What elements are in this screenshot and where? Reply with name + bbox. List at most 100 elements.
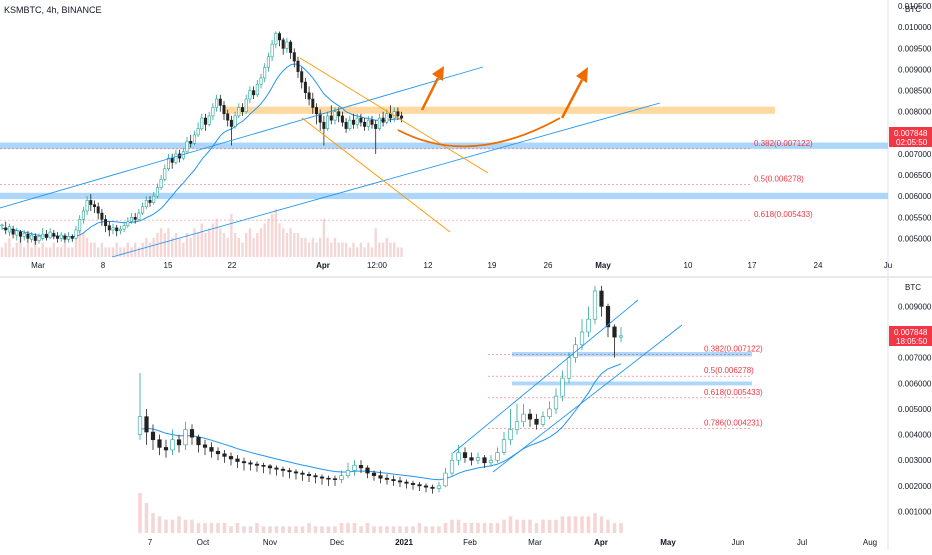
top-candle	[318, 113, 322, 123]
top-candle	[263, 67, 267, 79]
top-x-tick-label: 17	[748, 261, 757, 270]
top-candle	[374, 124, 378, 129]
top-candle	[274, 33, 278, 45]
top-y-tick-label: 0.010500	[898, 2, 932, 11]
bottom-volume-bar	[190, 519, 194, 533]
bottom-volume-bar	[560, 516, 565, 533]
bottom-candle	[423, 485, 429, 488]
top-trendline-lower	[111, 102, 661, 258]
top-y-tick-label: 0.009500	[898, 44, 932, 53]
bottom-volume-bar	[606, 519, 610, 533]
top-volume-bar	[37, 247, 41, 257]
bottom-y-tick-label: 0.006000	[898, 379, 932, 388]
bottom-volume-bar	[274, 526, 279, 533]
top-candle	[311, 98, 315, 108]
top-panel[interactable]: 0.382(0.007122) 0.5(0.006278) 0.618(0.0054…	[0, 2, 932, 270]
bottom-candle	[274, 467, 279, 470]
bottom-candle	[326, 477, 331, 480]
top-volume-bar	[319, 237, 322, 257]
bottom-volume-bar	[183, 519, 188, 533]
top-candle	[400, 115, 404, 119]
top-candle	[200, 117, 204, 129]
bottom-volume-bar	[567, 516, 571, 533]
top-candle	[174, 153, 178, 163]
top-candle	[285, 41, 289, 49]
top-annotations	[0, 57, 661, 258]
top-volume-bar	[300, 237, 303, 257]
bottom-volume-bar	[216, 523, 220, 533]
top-volume-bar	[259, 228, 263, 257]
top-candle	[63, 235, 67, 240]
bottom-volume-bar	[391, 526, 396, 533]
top-volume-bar	[307, 242, 311, 257]
top-candle	[37, 236, 41, 241]
top-x-tick-label: Ju	[884, 261, 892, 270]
bottom-volume-bar	[573, 516, 578, 533]
bottom-panel[interactable]: 0.382(0.007122) 0.5(0.006278) 0.618(0.0054…	[137, 283, 932, 547]
bottom-moving-average	[139, 363, 622, 481]
bottom-candle	[514, 421, 520, 430]
top-volume-bar	[111, 247, 115, 257]
bottom-volume-bar	[372, 526, 376, 533]
top-last-price: 0.007848	[894, 129, 928, 138]
top-arrow-two-head	[576, 67, 588, 83]
bottom-y-tick-label: 0.002000	[898, 482, 932, 491]
top-volume-bar	[11, 247, 15, 257]
bottom-y-tick-label: 0.005000	[898, 405, 932, 414]
bottom-candle	[599, 290, 604, 307]
bottom-volume-bar	[469, 523, 474, 533]
top-volume-bar	[337, 242, 340, 257]
top-candle	[33, 236, 37, 241]
top-volume-bar	[237, 237, 240, 257]
top-volume-bar	[282, 228, 285, 257]
bottom-candle	[209, 447, 214, 452]
top-candle	[259, 77, 263, 85]
bottom-candle	[241, 461, 247, 464]
top-candle	[15, 230, 19, 236]
bottom-volume-bar	[482, 523, 487, 533]
top-volume-bar	[137, 247, 141, 257]
bottom-candle	[384, 477, 390, 480]
bottom-last-price: 0.007848	[894, 328, 928, 337]
top-candle	[118, 228, 122, 232]
top-volume-bar	[178, 237, 181, 257]
top-x-tick-label: 19	[488, 261, 497, 270]
bottom-volume-bar	[326, 526, 331, 533]
bottom-volume-bar	[378, 526, 383, 533]
top-volume-bar	[363, 247, 366, 257]
top-candle	[326, 115, 330, 129]
bottom-volume-bar	[333, 526, 337, 533]
bottom-candle	[475, 457, 481, 461]
bottom-candle	[605, 306, 611, 328]
top-candle	[18, 231, 22, 237]
top-volume-bar	[89, 242, 92, 257]
bottom-volume-bar	[209, 523, 214, 533]
bottom-candle	[189, 429, 195, 438]
bottom-candle	[508, 429, 513, 441]
top-candle	[85, 200, 89, 212]
top-volume-bar	[211, 223, 215, 257]
bottom-x-tick-label: Aug	[863, 538, 877, 547]
top-candle	[111, 227, 115, 231]
bottom-volume-bar	[417, 523, 422, 533]
bottom-candle	[228, 456, 234, 460]
bottom-candle	[352, 465, 357, 471]
bottom-candle	[534, 418, 539, 425]
bottom-channel-upper	[452, 299, 639, 454]
top-candle	[122, 225, 126, 230]
top-candle	[48, 231, 52, 238]
top-candle	[329, 115, 333, 121]
top-volume-bar	[400, 247, 403, 257]
top-volume-bar	[126, 242, 129, 257]
top-candle	[218, 98, 222, 106]
bottom-volume-bar	[515, 519, 519, 533]
bottom-volume-bar	[450, 519, 454, 533]
bottom-candle	[553, 395, 559, 410]
bottom-candle	[417, 484, 422, 487]
top-volume-bar	[200, 223, 203, 257]
top-candle	[159, 178, 163, 189]
top-candle	[89, 200, 93, 205]
top-candle	[196, 128, 200, 136]
top-volume-bar	[67, 247, 70, 257]
